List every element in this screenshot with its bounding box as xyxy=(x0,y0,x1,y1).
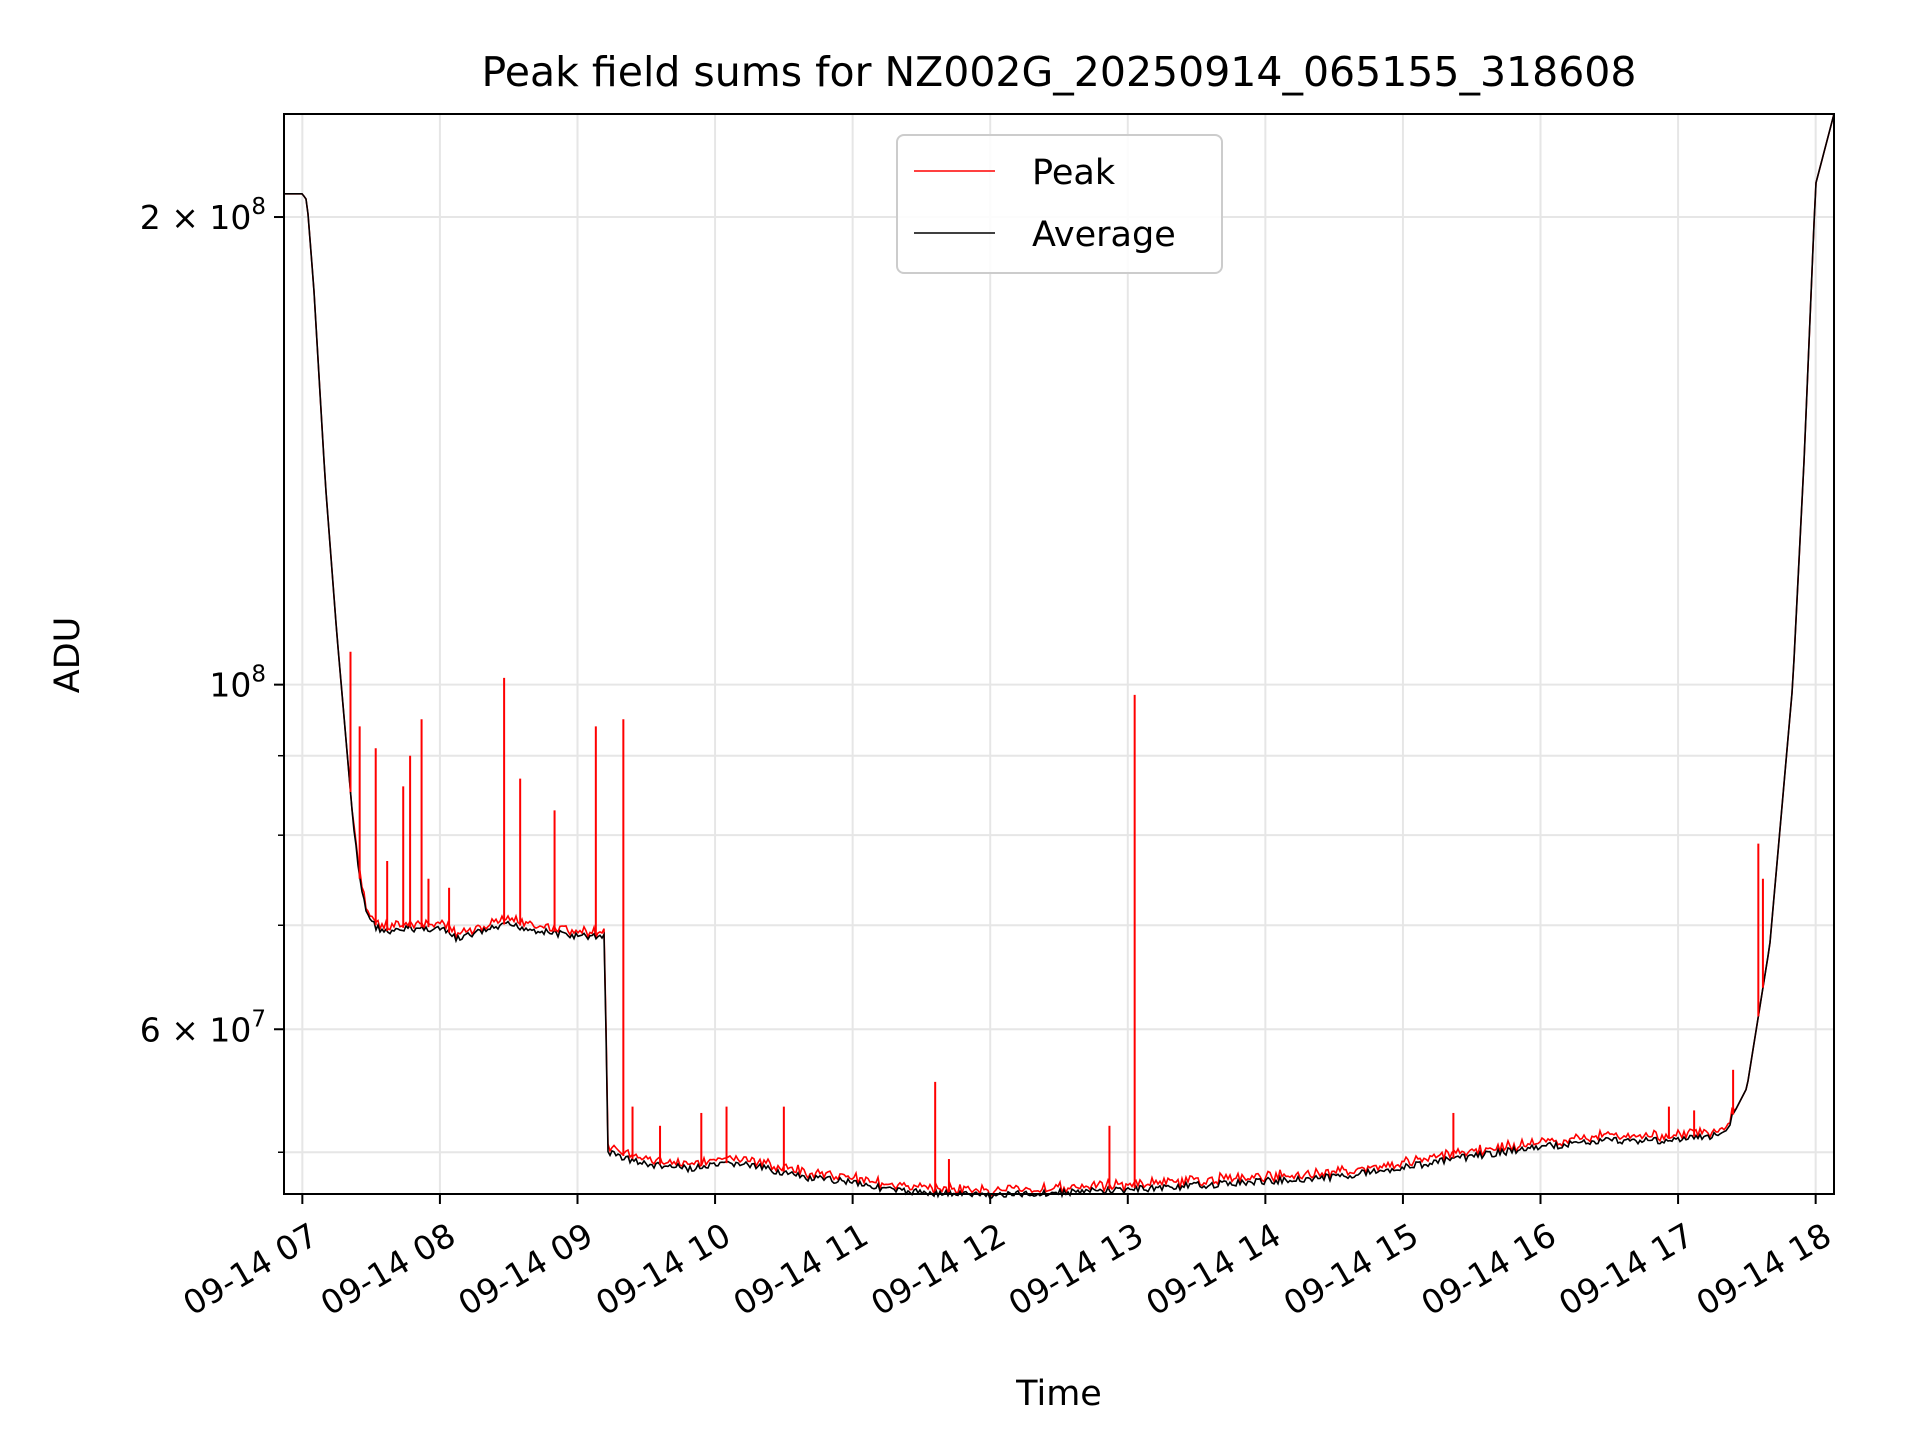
x-axis-label: Time xyxy=(1015,1374,1102,1414)
legend: Peak Average xyxy=(896,134,1223,274)
y-axis-label: ADU xyxy=(48,617,88,694)
axes-frame xyxy=(283,113,1835,1195)
plot-area xyxy=(284,113,1835,1200)
legend-box xyxy=(896,134,1223,274)
chart-title: Peak field sums for NZ002G_20250914_0651… xyxy=(482,48,1637,96)
y-tick-label: 2 × 108 xyxy=(140,194,266,237)
y-tick-base: 10 xyxy=(209,666,251,705)
y-tick-exponent: 8 xyxy=(251,194,266,220)
y-tick-exponent: 8 xyxy=(251,662,266,688)
y-tick-base: 6 × 10 xyxy=(140,1010,252,1049)
y-tick-label: 6 × 107 xyxy=(140,1006,266,1049)
legend-peak-label: Peak xyxy=(1032,153,1116,193)
series-peak-line xyxy=(284,113,1835,1198)
legend-average-label: Average xyxy=(1032,215,1176,255)
y-tick-label: 108 xyxy=(209,662,266,705)
y-tick-exponent: 7 xyxy=(251,1006,266,1032)
y-tick-base: 2 × 10 xyxy=(140,198,252,237)
series-average-line xyxy=(284,113,1835,1200)
